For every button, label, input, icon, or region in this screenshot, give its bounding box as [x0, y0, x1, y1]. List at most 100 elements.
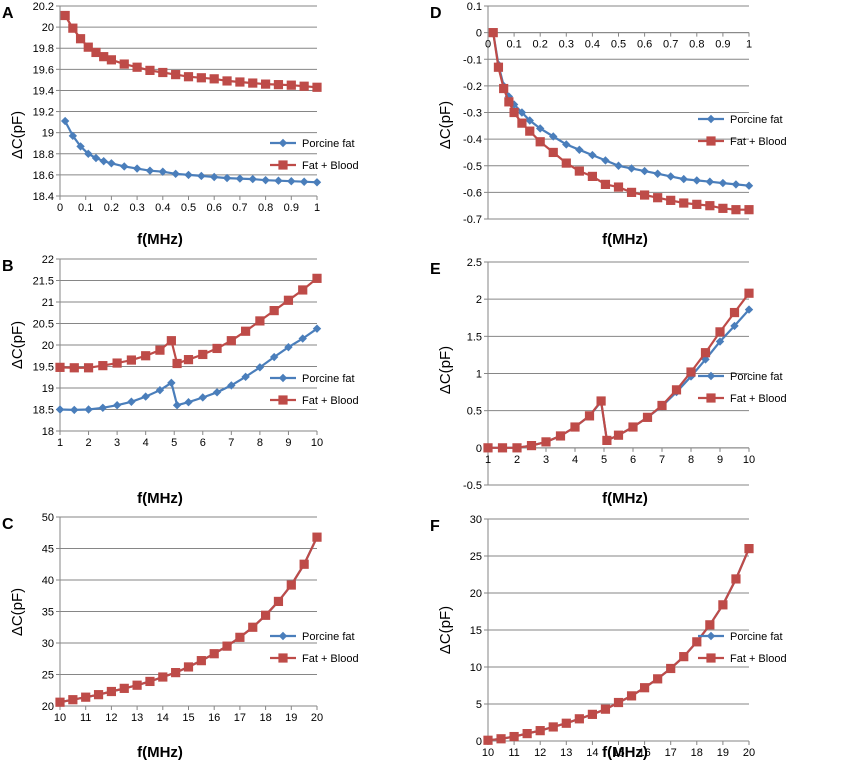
legend: Porcine fat Fat + Blood	[698, 371, 787, 405]
x-tick-label: 0	[485, 39, 491, 51]
data-point	[640, 683, 650, 693]
y-tick-label: 20.5	[33, 319, 54, 331]
data-point	[653, 674, 663, 684]
data-point	[729, 307, 740, 318]
data-point	[600, 179, 611, 189]
x-tick-label: 3	[543, 454, 549, 466]
y-tick-label: 19.5	[33, 362, 54, 374]
series-fat-blood	[483, 288, 754, 453]
y-tick-label: 40	[42, 575, 54, 587]
data-point	[562, 140, 571, 149]
data-point	[705, 177, 715, 186]
x-tick-label: 0.7	[232, 202, 247, 214]
y-tick-label: 2	[476, 294, 482, 306]
y-tick-label: 20	[42, 701, 54, 713]
data-point	[212, 343, 222, 354]
y-tick-label: 0	[476, 443, 482, 455]
series-porcine-fat	[483, 305, 754, 453]
x-axis-title: f(MHz)	[602, 231, 648, 248]
legend-marker	[706, 653, 716, 663]
data-point	[119, 59, 129, 69]
chart-panel-e: E 1 2 3 4 5 6 7 8 9 10 -0.5 0 0.5 1 1.5 2 2.5 f(MHz) ΔC(pF)…	[430, 257, 787, 507]
legend-marker	[278, 373, 288, 383]
x-tick-label: 10	[54, 712, 66, 724]
data-point	[210, 172, 219, 182]
data-point	[120, 162, 129, 171]
x-tick-label: 6	[200, 437, 206, 449]
data-point	[286, 80, 296, 90]
data-point	[600, 704, 611, 714]
data-point	[679, 652, 689, 662]
data-point	[298, 334, 307, 343]
data-point	[298, 285, 308, 295]
data-point	[226, 336, 236, 346]
y-tick-label: 21	[42, 297, 54, 309]
data-point	[93, 690, 104, 700]
legend-label: Porcine fat	[302, 631, 355, 643]
data-point	[312, 178, 322, 187]
legend-label: Fat + Blood	[302, 653, 359, 665]
data-point	[596, 396, 606, 406]
x-tick-label: 19	[717, 747, 729, 759]
data-point	[548, 722, 558, 732]
data-point	[70, 405, 79, 415]
x-axis-title: f(MHz)	[137, 490, 183, 507]
legend-label: Porcine fat	[302, 373, 355, 385]
data-point	[145, 676, 155, 687]
x-tick-label: 0.5	[611, 39, 626, 51]
data-point	[705, 201, 715, 211]
data-point	[81, 692, 91, 702]
x-tick-label: 0.7	[663, 39, 678, 51]
chart-panel-d: D 0 0.1 0.2 0.3 0.4 0.5 0.6 0.7 0.8 0.9 1 -0.7 -0.6 -0…	[430, 1, 787, 248]
y-tick-label: 35	[42, 607, 54, 619]
data-point	[183, 662, 194, 672]
x-tick-label: 0.1	[78, 202, 93, 214]
data-point	[574, 166, 584, 176]
data-point	[145, 65, 155, 75]
y-tick-label: 25	[42, 670, 54, 682]
y-tick-label: 15	[470, 625, 482, 637]
data-point	[119, 683, 129, 693]
data-point	[601, 156, 610, 165]
y-tick-label: -0.3	[463, 108, 482, 120]
data-point	[212, 388, 222, 397]
series-fat-blood	[55, 273, 322, 373]
data-point	[261, 175, 270, 185]
data-point	[715, 337, 725, 346]
data-point	[640, 166, 649, 176]
data-point	[575, 145, 584, 154]
series-porcine-fat	[55, 532, 322, 707]
data-point	[274, 176, 283, 185]
data-point	[628, 422, 638, 432]
y-tick-label: 19	[42, 383, 54, 395]
x-tick-label: 7	[659, 454, 665, 466]
x-tick-label: 6	[630, 454, 636, 466]
x-axis-title: f(MHz)	[602, 490, 648, 507]
data-point	[91, 153, 101, 163]
series-fat-blood	[60, 10, 322, 92]
data-point	[98, 361, 108, 371]
data-point	[166, 336, 176, 346]
y-tick-label: 45	[42, 544, 54, 556]
y-tick-label: 10	[470, 662, 482, 674]
data-point	[241, 326, 251, 336]
x-tick-label: 0.6	[207, 202, 222, 214]
legend-label: Porcine fat	[730, 631, 783, 643]
series-porcine-fat	[483, 544, 754, 745]
x-tick-label: 0.3	[559, 39, 574, 51]
data-point	[613, 430, 624, 440]
data-point	[83, 42, 93, 52]
legend-marker	[278, 631, 288, 641]
x-tick-label: 20	[743, 747, 755, 759]
data-point	[548, 147, 558, 158]
data-point	[692, 637, 702, 647]
data-point	[273, 596, 284, 607]
data-point	[286, 580, 296, 590]
data-point	[167, 378, 176, 388]
x-tick-label: 12	[105, 712, 117, 724]
legend: Porcine fat Fat + Blood	[270, 631, 359, 665]
data-point	[171, 169, 180, 179]
y-tick-label: 19.2	[33, 107, 54, 119]
data-point	[172, 358, 182, 369]
legend-marker	[278, 395, 288, 405]
